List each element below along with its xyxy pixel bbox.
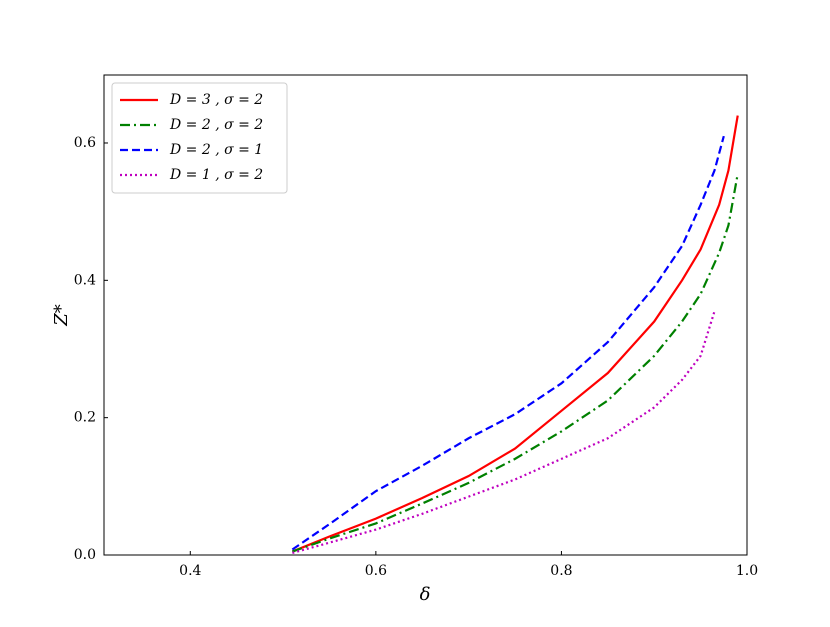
x-tick-label: 0.6: [365, 563, 387, 579]
data-line: [291, 115, 739, 553]
x-tick-label: 0.4: [179, 563, 201, 579]
y-axis-label: Z*: [51, 304, 72, 327]
x-tick-label: 0.8: [550, 563, 572, 579]
legend-label: D = 3 , σ = 2: [169, 92, 263, 108]
data-line: [291, 135, 725, 551]
y-tick-label: 0.2: [74, 410, 96, 426]
y-tick-label: 0.4: [74, 272, 96, 288]
legend-label: D = 2 , σ = 1: [169, 142, 263, 158]
y-tick-label: 0.0: [74, 547, 96, 563]
legend-box: [111, 82, 288, 194]
x-axis-label: δ: [420, 584, 431, 605]
data-line: [291, 173, 739, 553]
legend-label: D = 2 , σ = 2: [169, 117, 263, 133]
plot-frame: [103, 74, 748, 556]
data-line: [292, 310, 716, 554]
y-tick-label: 0.6: [74, 135, 96, 151]
legend-label: D = 1 , σ = 2: [169, 167, 263, 183]
x-tick-label: 1.0: [736, 563, 758, 579]
